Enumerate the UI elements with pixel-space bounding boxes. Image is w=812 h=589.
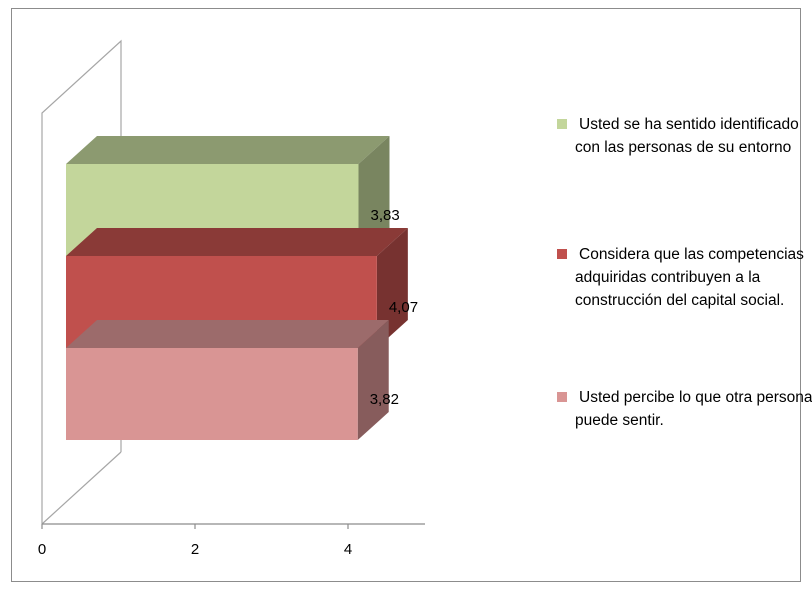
legend-label: Usted percibe lo que otra persona puede … bbox=[575, 389, 812, 429]
bar-side-face bbox=[358, 136, 390, 256]
chart-frame: 0 2 4 3,83 4,07 3,82 Usted se ha sentido iden… bbox=[11, 8, 812, 582]
floor-edge bbox=[41, 451, 122, 525]
bar-top-face bbox=[66, 228, 408, 256]
x-tick-label: 4 bbox=[344, 541, 352, 558]
bar bbox=[66, 348, 358, 440]
data-label: 3,83 bbox=[370, 207, 399, 224]
legend-label: Considera que las competencias adquirida… bbox=[575, 246, 804, 309]
bar-top-face bbox=[66, 320, 389, 348]
legend-swatch bbox=[557, 249, 567, 259]
bar-chart: 0 2 4 3,83 4,07 3,82 bbox=[38, 39, 425, 558]
legend-label: Usted se ha sentido identificado con las… bbox=[575, 116, 799, 156]
bar-side-face bbox=[376, 228, 408, 348]
legend-swatch bbox=[557, 119, 567, 129]
bar-top-face bbox=[66, 136, 390, 164]
x-tick-label: 2 bbox=[191, 541, 199, 558]
legend-swatch bbox=[557, 392, 567, 402]
data-label: 4,07 bbox=[389, 299, 418, 316]
x-tick-label: 0 bbox=[38, 541, 46, 558]
data-label: 3,82 bbox=[370, 391, 399, 408]
bar-side-face bbox=[357, 320, 389, 440]
